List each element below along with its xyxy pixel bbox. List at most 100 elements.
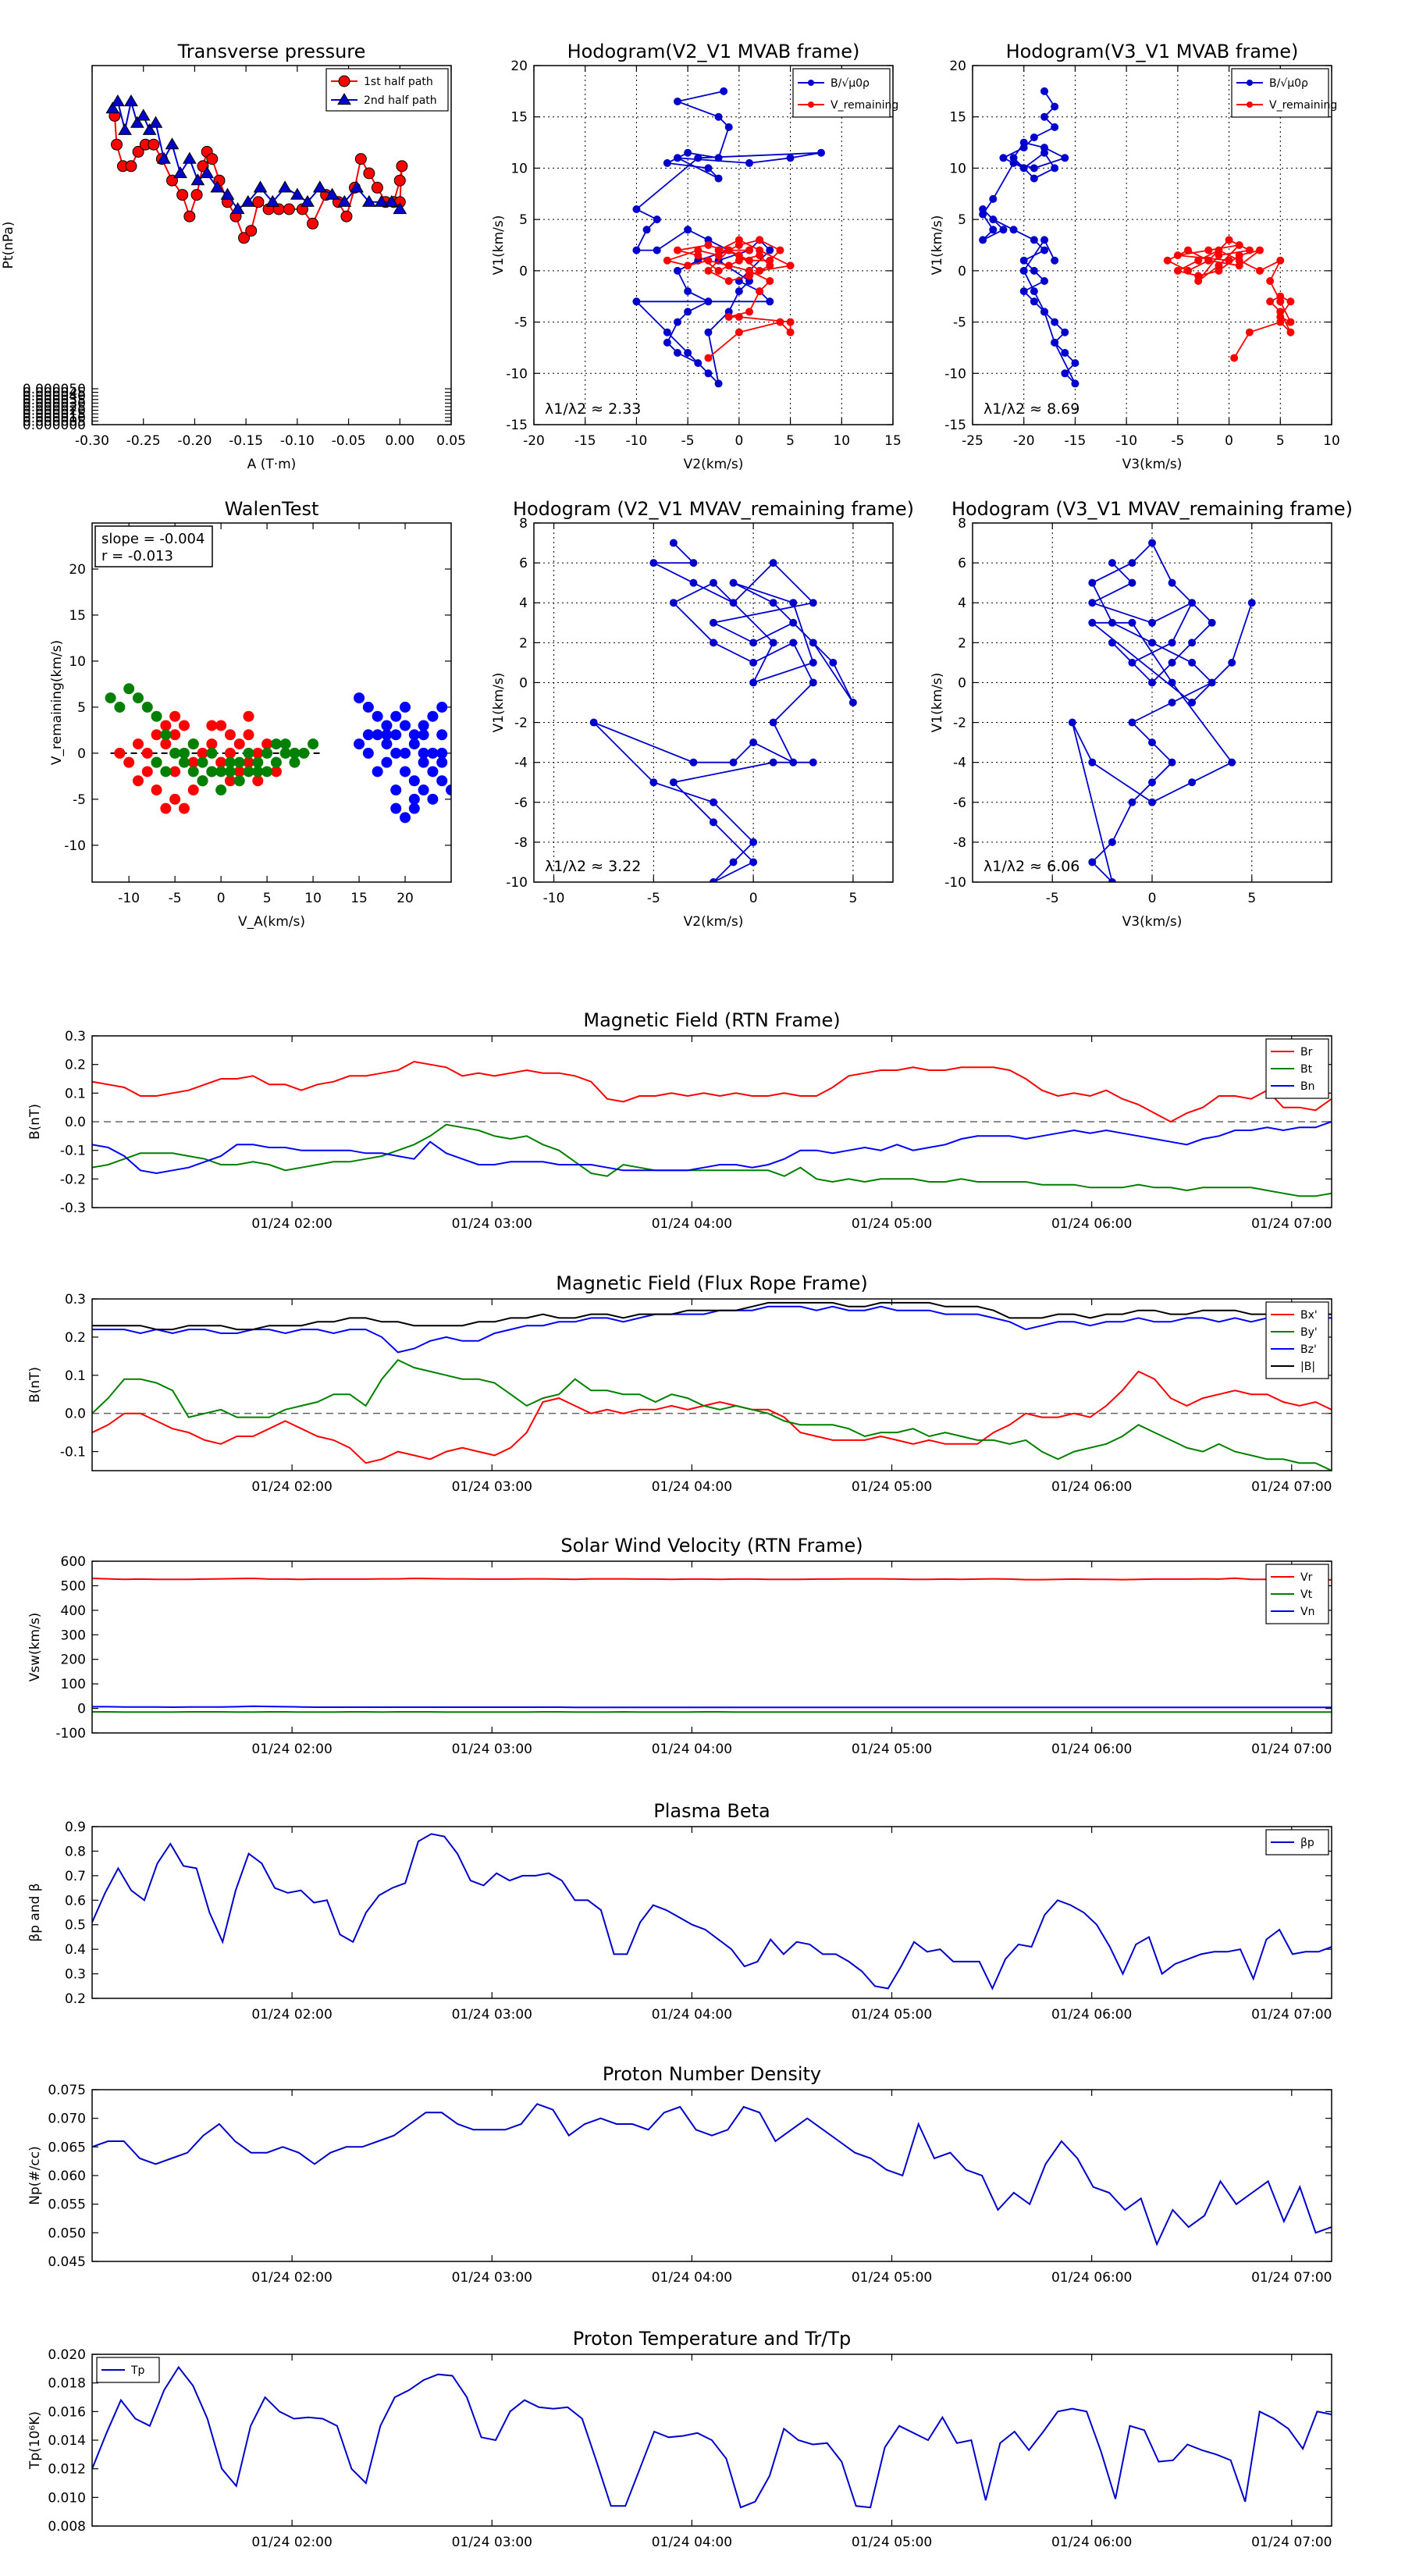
legend-box: [1265, 1301, 1329, 1379]
series-1st-half-path: [108, 109, 408, 244]
data-point: [714, 266, 723, 275]
chart-h4: Hodogram (V3_V1 MVAV_remaining frame) -5 0…: [930, 498, 1353, 930]
y-tick-label: 0.075: [48, 2083, 86, 2098]
data-point: [766, 277, 774, 285]
data-point: [1194, 256, 1203, 265]
y-tick-label: -8: [953, 835, 966, 851]
data-point: [999, 226, 1008, 234]
data-point: [1088, 599, 1097, 607]
data-point: [105, 692, 116, 704]
x-tick-label: 01/24 03:00: [452, 1479, 532, 1495]
y-tick-label: -5: [953, 315, 966, 331]
data-point: [684, 349, 692, 357]
chart-title: Proton Temperature and Tr/Tp: [573, 2328, 851, 2350]
y-tick-label: -10: [506, 875, 528, 891]
data-point: [1061, 328, 1069, 336]
y-tick-label: 0.020: [48, 2347, 86, 2363]
data-point: [749, 738, 758, 747]
data-point: [381, 729, 393, 741]
ratio-annotation: λ1/λ2 ≈ 2.33: [545, 400, 641, 418]
data-point: [290, 187, 304, 200]
data-point: [224, 747, 236, 759]
data-point: [1051, 318, 1059, 326]
y-tick-label: 0.000040: [23, 389, 86, 404]
data-point: [240, 194, 255, 207]
plot-frame: [972, 65, 1332, 425]
plot-area: [92, 2365, 1332, 2509]
data-point: [710, 639, 717, 647]
data-point: [1276, 256, 1285, 265]
y-tick-label: 0.3: [65, 1967, 86, 1983]
x-tick-label: 15: [884, 433, 902, 449]
data-point: [141, 747, 153, 759]
y-tick-label: 0.000020: [23, 404, 86, 419]
data-point: [408, 775, 420, 787]
data-point: [187, 738, 199, 750]
data-point: [1188, 699, 1197, 706]
data-point: [1225, 256, 1233, 265]
data-point: [374, 194, 389, 207]
x-tick-label: 0: [1225, 433, 1233, 449]
data-point: [224, 766, 236, 777]
x-tick-label: 10: [1323, 433, 1340, 449]
y-tick-label: 0.012: [48, 2462, 86, 2478]
data-point: [132, 145, 144, 158]
y-axis-label: βp and β: [27, 1883, 43, 1941]
chart-title: WalenTest: [225, 498, 319, 520]
data-point: [724, 277, 733, 285]
chart-ts5: Proton Number Density 0.045 0.050 0.055 0.06…: [27, 2063, 1332, 2286]
data-point: [749, 678, 758, 687]
data-point: [141, 766, 153, 777]
series-line-bt: [92, 1123, 1332, 1197]
data-point: [148, 116, 163, 128]
data-point: [1128, 718, 1136, 727]
series-line-vr: [92, 1577, 1332, 1581]
data-point: [1188, 658, 1197, 667]
series-line-bx: [92, 1370, 1332, 1464]
data-point: [749, 658, 758, 667]
data-point: [1128, 658, 1136, 667]
data-point: [183, 210, 196, 222]
y-tick-label: 0.000005: [23, 414, 86, 429]
y-tick-label: -6: [953, 795, 966, 811]
chart-pt: Transverse pressure -0.30 -0.25 -0.20 -0.15 -…: [1, 41, 466, 472]
x-tick-label: 01/24 05:00: [852, 1479, 932, 1495]
data-point: [114, 747, 126, 759]
y-tick-label: 20: [69, 562, 86, 578]
x-tick-label: -5: [681, 433, 695, 449]
data-point: [694, 251, 702, 260]
data-point: [1040, 308, 1048, 316]
data-point: [418, 720, 429, 731]
legend-label: |B|: [1300, 1361, 1315, 1373]
data-point: [182, 151, 197, 164]
data-point: [663, 328, 671, 336]
data-point: [789, 639, 798, 647]
x-tick-label: 01/24 05:00: [852, 1742, 932, 1757]
y-tick-label: 4: [519, 596, 528, 611]
plot-area: [92, 1833, 1332, 1991]
data-point: [1040, 144, 1048, 152]
data-point: [169, 766, 181, 777]
y-tick-label: 0.000000: [23, 418, 86, 433]
data-point: [694, 154, 702, 162]
y-tick-label: 0.014: [48, 2433, 86, 2449]
y-tick-label: 0.6: [65, 1893, 86, 1909]
data-point: [238, 232, 251, 244]
plot-area: [92, 1301, 1332, 1471]
x-tick-label: 5: [848, 891, 857, 906]
data-point: [756, 266, 764, 275]
plot-area: [105, 94, 408, 244]
series-line-bn: [92, 1121, 1332, 1175]
data-point: [729, 578, 738, 587]
data-point: [1030, 236, 1038, 244]
data-point: [1030, 133, 1038, 141]
data-point: [1245, 246, 1254, 254]
data-point: [786, 154, 795, 162]
data-point: [684, 226, 692, 234]
legend-marker: [1247, 80, 1253, 86]
data-point: [110, 94, 125, 107]
data-point: [224, 756, 236, 768]
data-point: [1030, 297, 1038, 306]
data-point: [400, 766, 411, 777]
data-point: [261, 766, 273, 777]
